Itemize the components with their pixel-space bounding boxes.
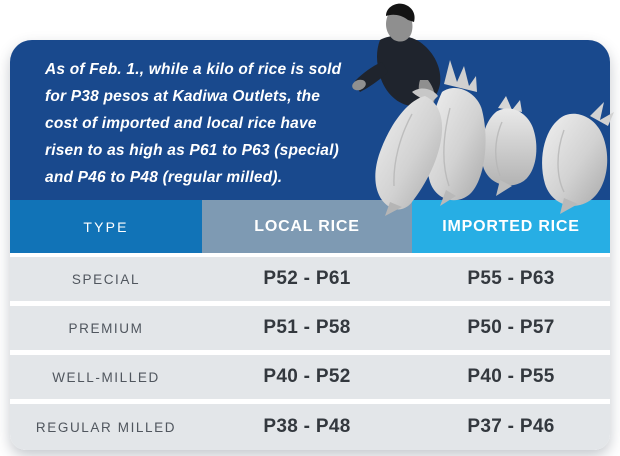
local-price-value: P38 - P48 — [263, 416, 351, 437]
intro-panel: As of Feb. 1., while a kilo of rice is s… — [10, 40, 610, 200]
rice-type-label: SPECIAL — [71, 271, 141, 287]
rice-type-label: WELL-MILLED — [52, 369, 160, 385]
imported-price-value: P50 - P57 — [467, 317, 555, 338]
info-card: As of Feb. 1., while a kilo of rice is s… — [10, 40, 610, 450]
intro-text-line: risen to as high as P61 to P63 (special) — [45, 142, 339, 159]
column-header-local-rice: LOCAL RICE — [202, 200, 412, 253]
intro-text-line: As of Feb. 1., while a kilo of rice is s… — [45, 61, 342, 78]
imported-price-value: P40 - P55 — [467, 366, 555, 387]
imported-price-value: P55 - P63 — [467, 268, 555, 289]
local-price-value: P51 - P58 — [263, 317, 351, 338]
imported-price-value: P37 - P46 — [467, 416, 555, 437]
intro-text-line: for P38 pesos at Kadiwa Outlets, the — [45, 88, 321, 105]
table-row: WELL-MILLED P40 - P52 P40 - P55 — [10, 355, 610, 399]
table-body: SPECIAL P52 - P61 P55 - P63 PREMIUM P51 … — [10, 253, 610, 450]
table-row: PREMIUM P51 - P58 P50 - P57 — [10, 306, 610, 350]
intro-text-line: and P46 to P48 (regular milled). — [45, 169, 283, 186]
table-row: SPECIAL P52 - P61 P55 - P63 — [10, 257, 610, 301]
table-row: REGULAR MILLED P38 - P48 P37 - P46 — [10, 404, 610, 450]
rice-type-label: REGULAR MILLED — [35, 419, 177, 435]
column-header-type: TYPE — [10, 200, 202, 253]
rice-type-label: PREMIUM — [68, 320, 144, 336]
table-header-row: TYPE LOCAL RICE IMPORTED RICE — [10, 200, 610, 253]
intro-text-line: cost of imported and local rice have — [45, 115, 317, 132]
local-price-value: P52 - P61 — [263, 268, 351, 289]
local-price-value: P40 - P52 — [263, 366, 351, 387]
column-header-imported-rice: IMPORTED RICE — [412, 200, 610, 253]
